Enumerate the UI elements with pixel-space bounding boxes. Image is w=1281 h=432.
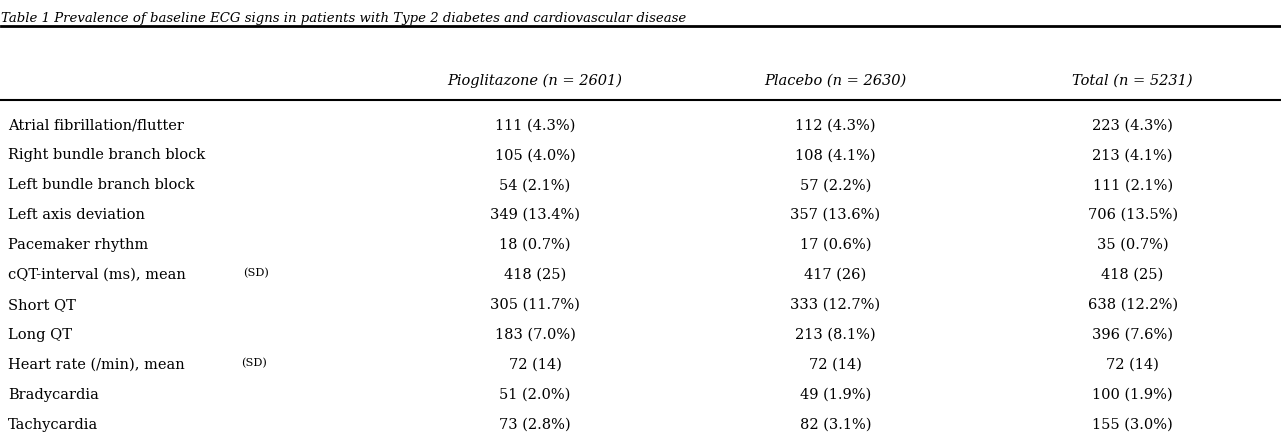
- Text: 72 (14): 72 (14): [1107, 358, 1159, 372]
- Text: (SD): (SD): [241, 358, 268, 368]
- Text: Tachycardia: Tachycardia: [8, 418, 99, 432]
- Text: 112 (4.3%): 112 (4.3%): [796, 118, 876, 132]
- Text: 333 (12.7%): 333 (12.7%): [790, 298, 880, 312]
- Text: Placebo (n = 2630): Placebo (n = 2630): [765, 73, 907, 87]
- Text: 155 (3.0%): 155 (3.0%): [1093, 418, 1173, 432]
- Text: Atrial fibrillation/flutter: Atrial fibrillation/flutter: [8, 118, 183, 132]
- Text: 100 (1.9%): 100 (1.9%): [1093, 388, 1173, 402]
- Text: (SD): (SD): [243, 268, 269, 278]
- Text: Right bundle branch block: Right bundle branch block: [8, 148, 205, 162]
- Text: 105 (4.0%): 105 (4.0%): [494, 148, 575, 162]
- Text: 213 (8.1%): 213 (8.1%): [796, 328, 876, 342]
- Text: 357 (13.6%): 357 (13.6%): [790, 208, 880, 222]
- Text: Pioglitazone (n = 2601): Pioglitazone (n = 2601): [447, 73, 623, 88]
- Text: 72 (14): 72 (14): [509, 358, 561, 372]
- Text: 418 (25): 418 (25): [503, 268, 566, 282]
- Text: 82 (3.1%): 82 (3.1%): [799, 418, 871, 432]
- Text: 213 (4.1%): 213 (4.1%): [1093, 148, 1173, 162]
- Text: 417 (26): 417 (26): [804, 268, 866, 282]
- Text: Bradycardia: Bradycardia: [8, 388, 99, 402]
- Text: 17 (0.6%): 17 (0.6%): [799, 238, 871, 252]
- Text: 54 (2.1%): 54 (2.1%): [500, 178, 570, 192]
- Text: 35 (0.7%): 35 (0.7%): [1097, 238, 1168, 252]
- Text: 223 (4.3%): 223 (4.3%): [1093, 118, 1173, 132]
- Text: 111 (4.3%): 111 (4.3%): [494, 118, 575, 132]
- Text: 108 (4.1%): 108 (4.1%): [796, 148, 876, 162]
- Text: 706 (13.5%): 706 (13.5%): [1088, 208, 1177, 222]
- Text: Left axis deviation: Left axis deviation: [8, 208, 145, 222]
- Text: 57 (2.2%): 57 (2.2%): [799, 178, 871, 192]
- Text: Left bundle branch block: Left bundle branch block: [8, 178, 195, 192]
- Text: 49 (1.9%): 49 (1.9%): [799, 388, 871, 402]
- Text: Pacemaker rhythm: Pacemaker rhythm: [8, 238, 149, 252]
- Text: cQT-interval (ms), mean: cQT-interval (ms), mean: [8, 268, 191, 282]
- Text: 418 (25): 418 (25): [1102, 268, 1163, 282]
- Text: 72 (14): 72 (14): [810, 358, 862, 372]
- Text: 183 (7.0%): 183 (7.0%): [494, 328, 575, 342]
- Text: 73 (2.8%): 73 (2.8%): [500, 418, 571, 432]
- Text: 305 (11.7%): 305 (11.7%): [491, 298, 580, 312]
- Text: 111 (2.1%): 111 (2.1%): [1093, 178, 1172, 192]
- Text: 51 (2.0%): 51 (2.0%): [500, 388, 571, 402]
- Text: 638 (12.2%): 638 (12.2%): [1088, 298, 1177, 312]
- Text: Heart rate (/min), mean: Heart rate (/min), mean: [8, 358, 190, 372]
- Text: 349 (13.4%): 349 (13.4%): [491, 208, 580, 222]
- Text: Total (n = 5231): Total (n = 5231): [1072, 73, 1193, 87]
- Text: Table 1 Prevalence of baseline ECG signs in patients with Type 2 diabetes and ca: Table 1 Prevalence of baseline ECG signs…: [1, 12, 687, 25]
- Text: Long QT: Long QT: [8, 328, 72, 342]
- Text: 396 (7.6%): 396 (7.6%): [1093, 328, 1173, 342]
- Text: 18 (0.7%): 18 (0.7%): [500, 238, 571, 252]
- Text: Short QT: Short QT: [8, 298, 76, 312]
